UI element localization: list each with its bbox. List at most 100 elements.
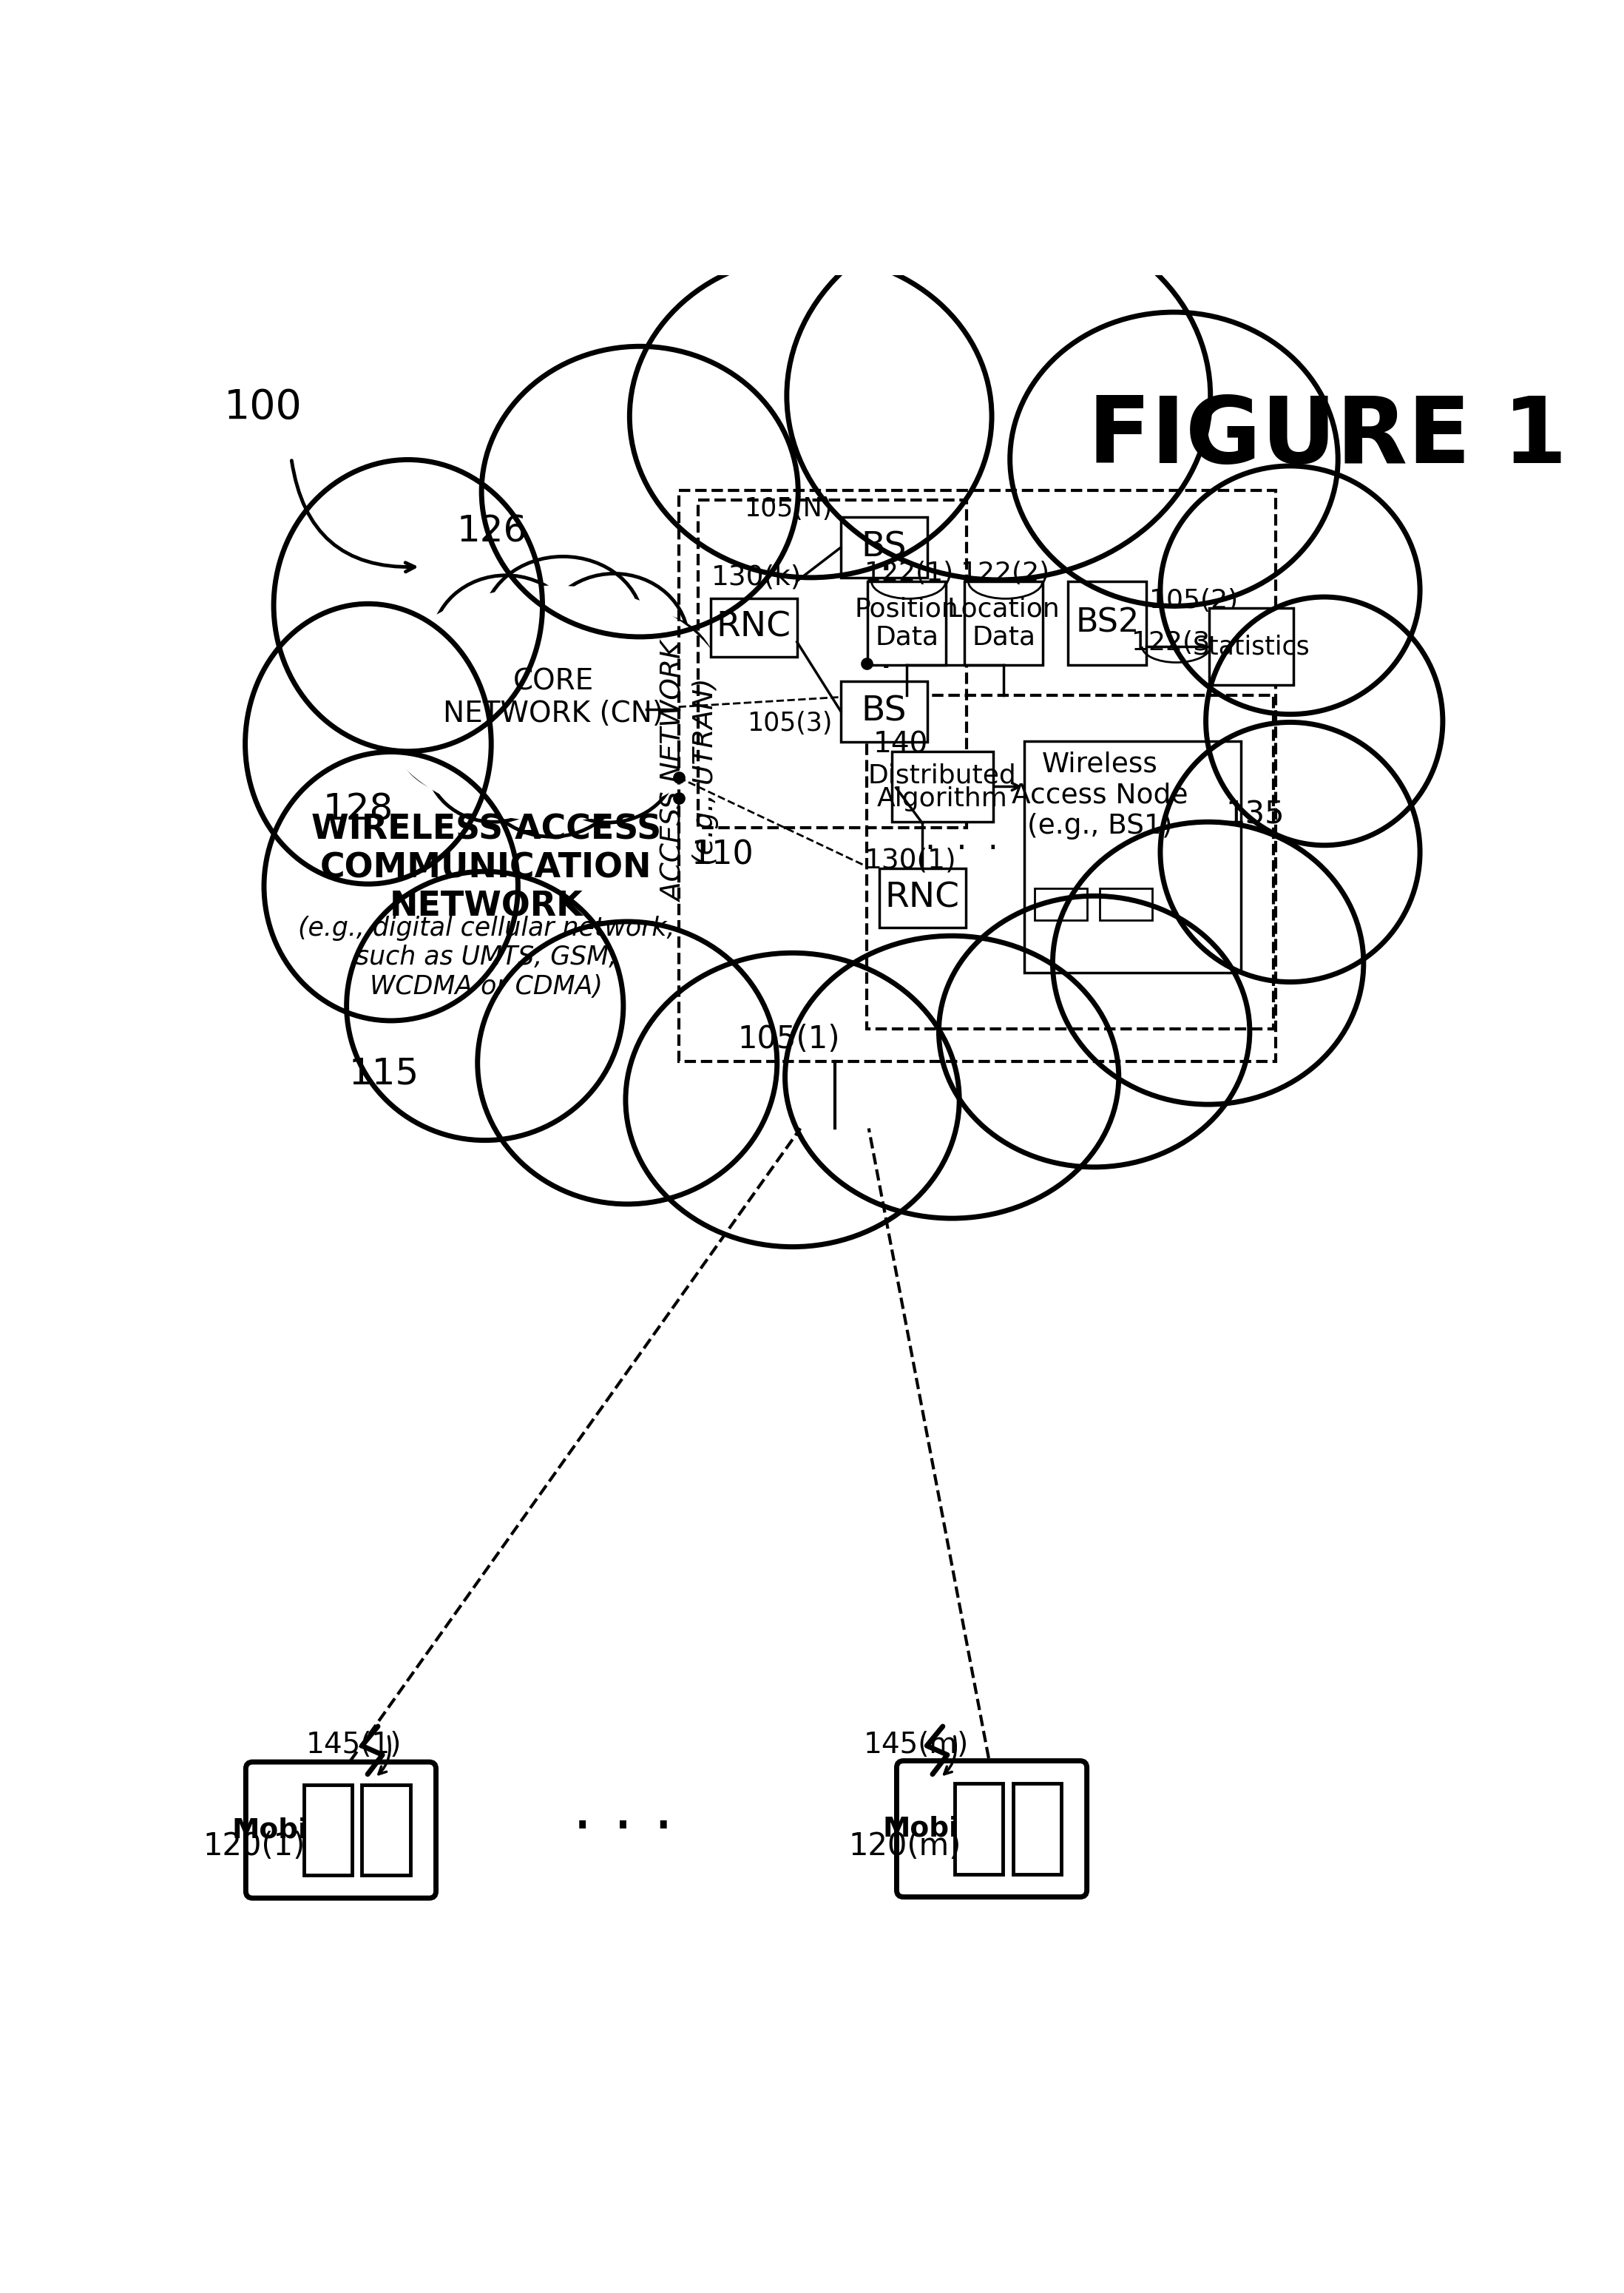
Bar bbox=[867, 582, 947, 665]
Ellipse shape bbox=[507, 949, 747, 1176]
Text: 130(k): 130(k) bbox=[711, 564, 802, 589]
Text: 115: 115 bbox=[349, 1055, 419, 1091]
Text: Statistics: Statistics bbox=[1192, 633, 1311, 658]
Ellipse shape bbox=[1184, 488, 1397, 692]
Text: Data: Data bbox=[875, 624, 939, 649]
Ellipse shape bbox=[784, 936, 1119, 1218]
Ellipse shape bbox=[274, 459, 542, 752]
Ellipse shape bbox=[372, 897, 598, 1117]
Ellipse shape bbox=[1207, 596, 1442, 846]
Ellipse shape bbox=[287, 775, 495, 997]
Ellipse shape bbox=[395, 672, 523, 793]
Text: Algorithm: Algorithm bbox=[877, 786, 1007, 812]
Text: 105(2): 105(2) bbox=[1150, 589, 1239, 615]
Bar bbox=[1013, 1784, 1060, 1873]
Text: BS: BS bbox=[861, 530, 906, 564]
Bar bbox=[304, 1784, 352, 1876]
Bar bbox=[1210, 608, 1294, 686]
Ellipse shape bbox=[510, 371, 770, 610]
Ellipse shape bbox=[513, 376, 767, 608]
Bar bbox=[1069, 582, 1147, 665]
Ellipse shape bbox=[630, 255, 992, 578]
Ellipse shape bbox=[1010, 312, 1338, 605]
Text: WIRELESS ACCESS
COMMUNICATION
NETWORK: WIRELESS ACCESS COMMUNICATION NETWORK bbox=[312, 814, 661, 924]
Ellipse shape bbox=[656, 979, 929, 1220]
Bar bbox=[362, 1784, 411, 1876]
Ellipse shape bbox=[477, 922, 776, 1204]
Text: 122(2): 122(2) bbox=[961, 562, 1049, 587]
Ellipse shape bbox=[482, 346, 797, 637]
Bar bbox=[1034, 890, 1088, 919]
Ellipse shape bbox=[580, 667, 705, 786]
Ellipse shape bbox=[300, 488, 515, 722]
Ellipse shape bbox=[297, 486, 518, 725]
Ellipse shape bbox=[581, 615, 716, 736]
Ellipse shape bbox=[424, 479, 1244, 1073]
Text: 120(1): 120(1) bbox=[203, 1830, 305, 1862]
Text: 110: 110 bbox=[692, 839, 754, 871]
Bar bbox=[841, 681, 927, 741]
Ellipse shape bbox=[541, 573, 689, 709]
Text: 128: 128 bbox=[323, 791, 393, 828]
Text: BS2: BS2 bbox=[1075, 608, 1140, 640]
Text: 100: 100 bbox=[224, 388, 302, 426]
Text: Mobile: Mobile bbox=[883, 1816, 987, 1841]
Text: 122(3): 122(3) bbox=[1132, 631, 1221, 656]
Text: ·  ·  ·: · · · bbox=[926, 832, 999, 864]
Ellipse shape bbox=[1052, 821, 1364, 1105]
Ellipse shape bbox=[289, 780, 492, 993]
Text: ACCESS NETWORK
(e.g., UTRAN): ACCESS NETWORK (e.g., UTRAN) bbox=[661, 642, 719, 901]
Text: Distributed: Distributed bbox=[867, 764, 1017, 789]
Ellipse shape bbox=[425, 699, 560, 821]
Bar bbox=[879, 869, 966, 926]
Ellipse shape bbox=[268, 628, 469, 860]
Ellipse shape bbox=[19, 218, 1624, 1312]
Ellipse shape bbox=[659, 981, 926, 1218]
Bar bbox=[698, 500, 966, 828]
Text: 145(m): 145(m) bbox=[864, 1731, 968, 1759]
Text: RNC: RNC bbox=[885, 881, 960, 915]
Text: 130(1): 130(1) bbox=[864, 848, 957, 874]
Ellipse shape bbox=[1186, 748, 1393, 956]
Text: Location: Location bbox=[947, 596, 1060, 621]
Bar bbox=[841, 518, 927, 578]
Ellipse shape bbox=[1080, 848, 1335, 1080]
Text: BS: BS bbox=[861, 695, 906, 729]
Ellipse shape bbox=[663, 284, 960, 548]
Ellipse shape bbox=[374, 899, 596, 1114]
Ellipse shape bbox=[1160, 722, 1419, 981]
Ellipse shape bbox=[19, 220, 1624, 1312]
Ellipse shape bbox=[786, 211, 1210, 580]
Ellipse shape bbox=[265, 752, 518, 1020]
Bar bbox=[679, 491, 1275, 1062]
Text: Data: Data bbox=[971, 624, 1036, 649]
Text: 135: 135 bbox=[1226, 800, 1285, 830]
Ellipse shape bbox=[1184, 745, 1397, 958]
Ellipse shape bbox=[970, 924, 1218, 1140]
Ellipse shape bbox=[966, 919, 1221, 1142]
Text: 120(m): 120(m) bbox=[849, 1830, 961, 1862]
Text: CORE
NETWORK (CN): CORE NETWORK (CN) bbox=[443, 667, 664, 729]
Ellipse shape bbox=[270, 633, 466, 855]
Bar bbox=[892, 752, 992, 821]
Ellipse shape bbox=[939, 897, 1250, 1167]
Text: 126: 126 bbox=[456, 514, 528, 550]
Ellipse shape bbox=[479, 709, 625, 837]
Text: ·
·
·: · · · bbox=[879, 550, 893, 690]
Ellipse shape bbox=[830, 248, 1168, 543]
Ellipse shape bbox=[1186, 491, 1393, 690]
Text: Position: Position bbox=[854, 596, 958, 621]
Bar bbox=[710, 598, 797, 656]
Bar bbox=[1099, 890, 1153, 919]
Ellipse shape bbox=[346, 871, 624, 1140]
Text: · · ·: · · · bbox=[572, 1798, 674, 1860]
Ellipse shape bbox=[1160, 465, 1419, 715]
Ellipse shape bbox=[365, 576, 741, 832]
Ellipse shape bbox=[395, 626, 531, 750]
Ellipse shape bbox=[432, 576, 580, 711]
Text: Mobile: Mobile bbox=[232, 1816, 336, 1844]
Text: 105(N): 105(N) bbox=[744, 495, 831, 521]
Text: 145(1): 145(1) bbox=[307, 1731, 401, 1759]
Ellipse shape bbox=[245, 603, 490, 885]
Ellipse shape bbox=[815, 961, 1088, 1192]
